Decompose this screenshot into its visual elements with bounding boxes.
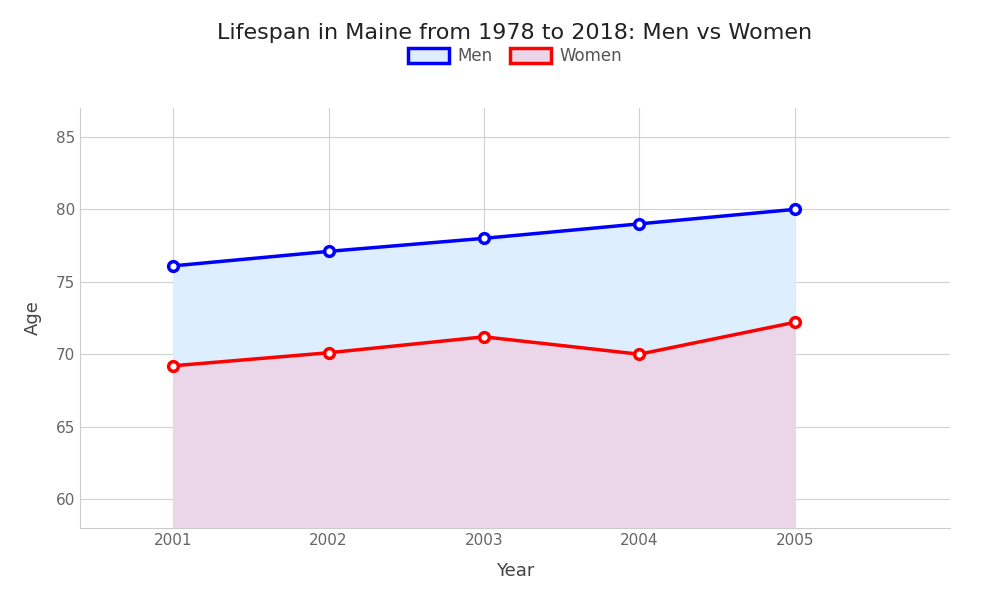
Legend: Men, Women: Men, Women <box>401 41 629 72</box>
X-axis label: Year: Year <box>496 562 534 580</box>
Y-axis label: Age: Age <box>24 301 42 335</box>
Title: Lifespan in Maine from 1978 to 2018: Men vs Women: Lifespan in Maine from 1978 to 2018: Men… <box>217 23 813 43</box>
